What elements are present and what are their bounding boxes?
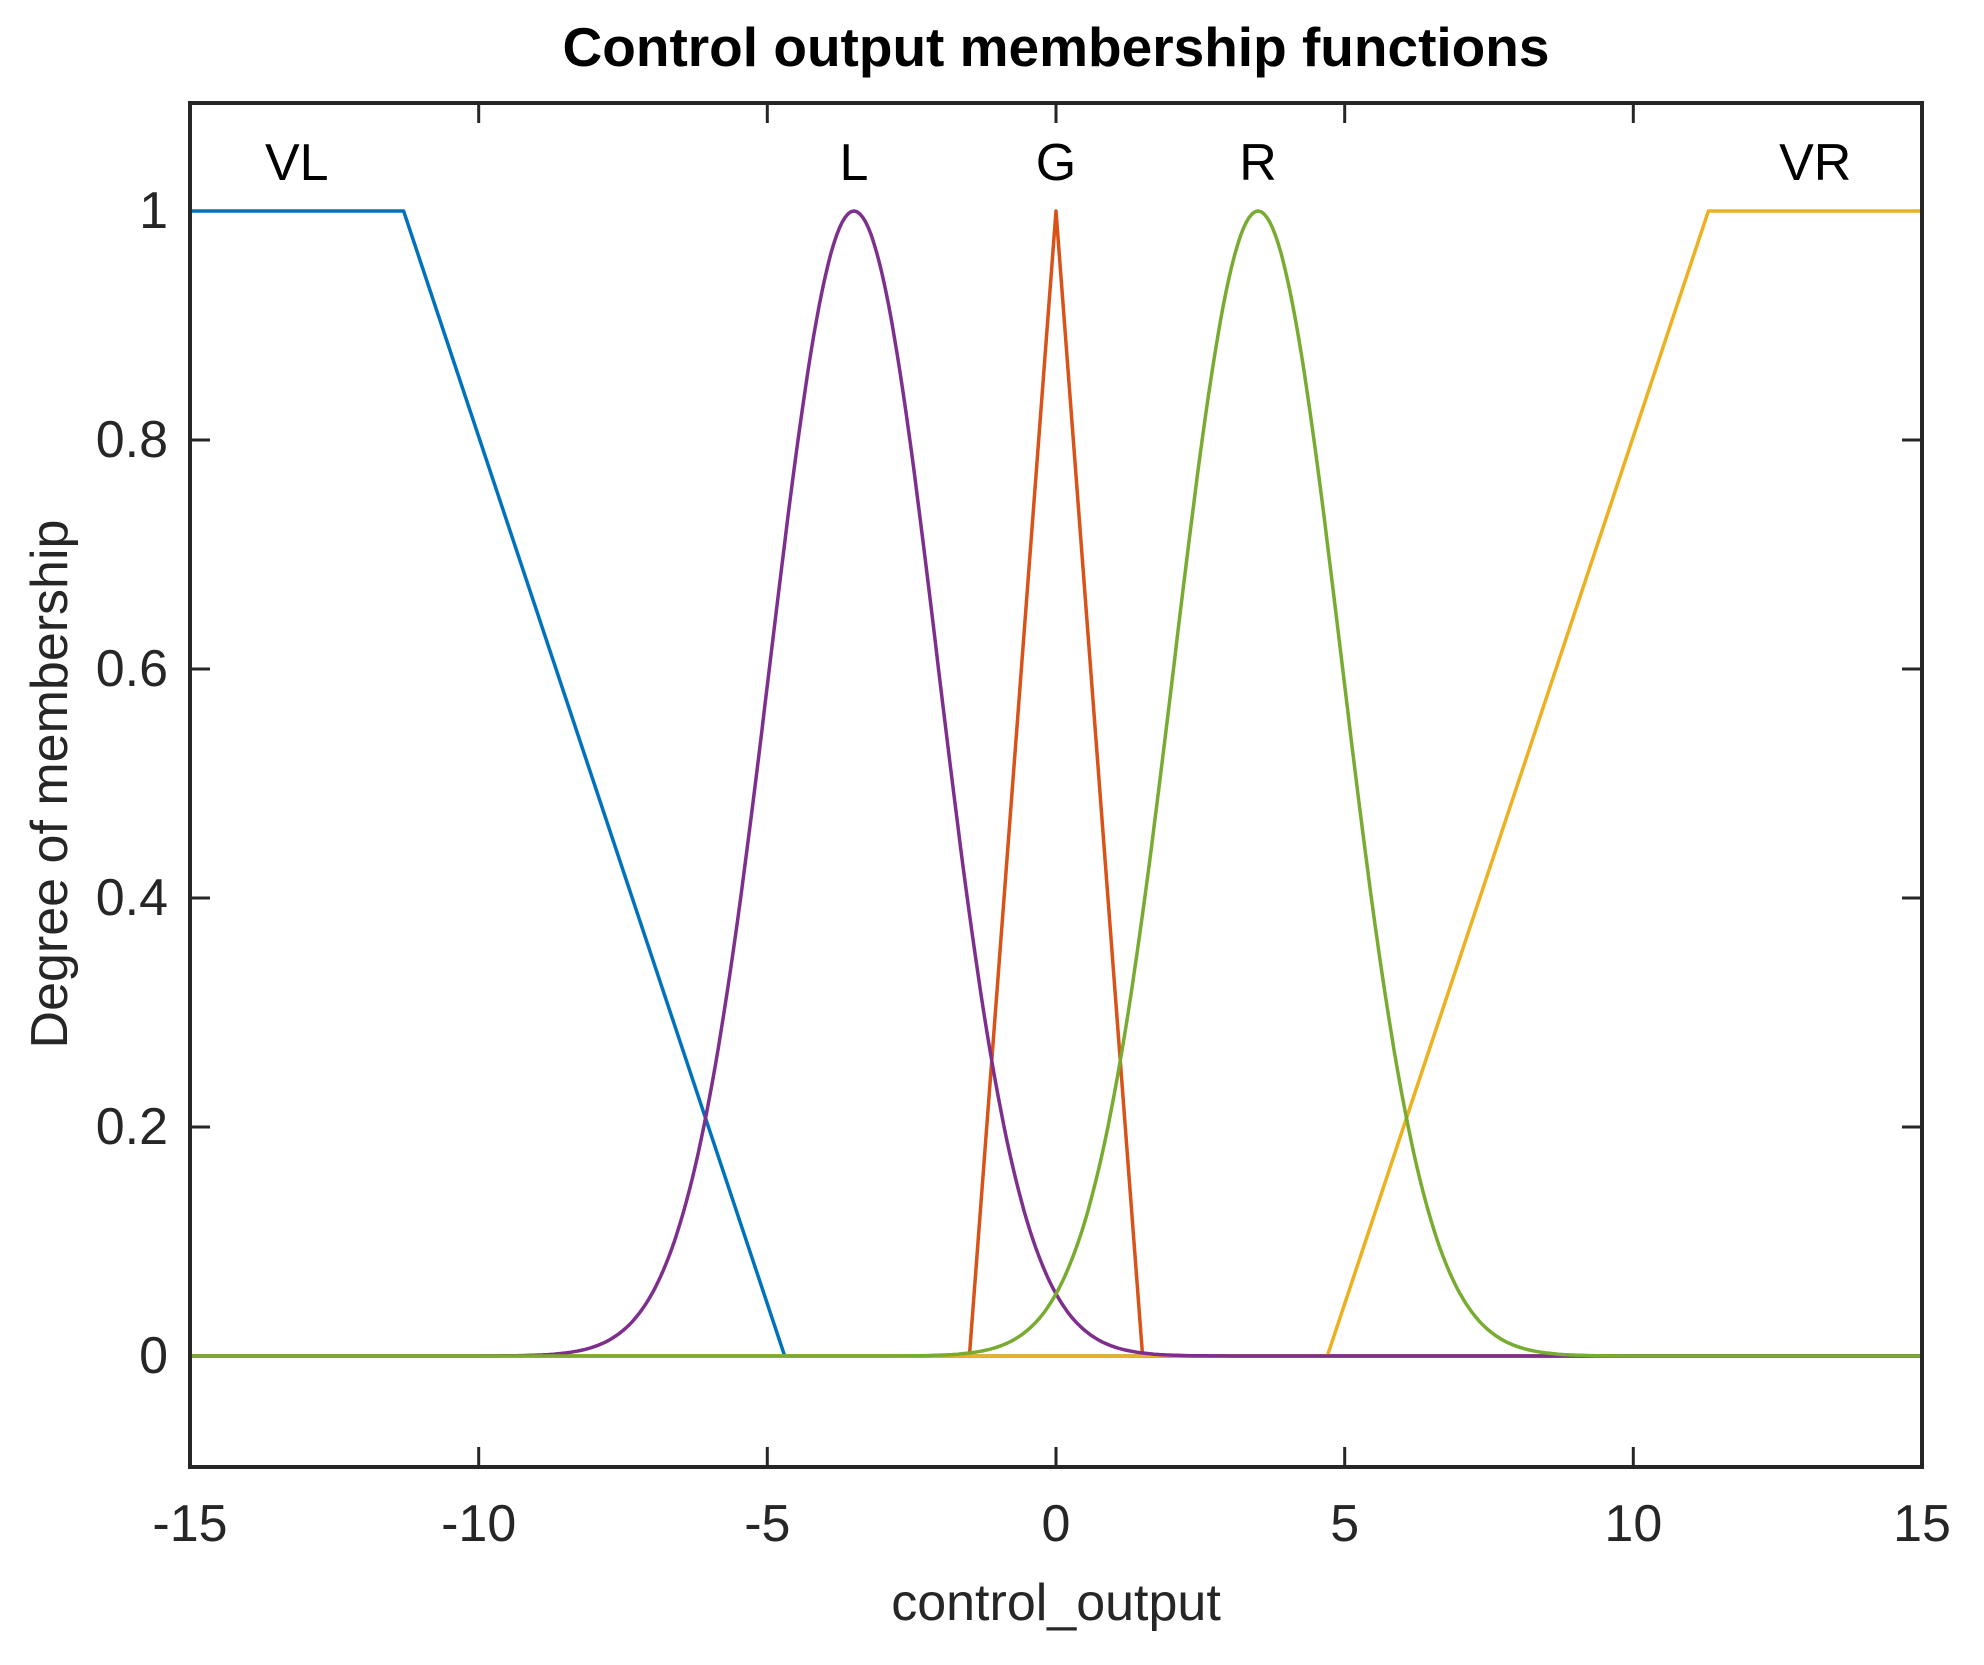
y-tick-label: 0.8: [95, 411, 168, 469]
mf-label-r: R: [1239, 134, 1277, 192]
y-tick-label: 0.6: [95, 640, 168, 698]
curve-g: [190, 209, 1922, 1358]
mf-label-l: L: [839, 134, 869, 192]
curve-r: [190, 209, 1922, 1358]
y-tick-label: 0: [139, 1327, 168, 1385]
chart-title: Control output membership functions: [562, 16, 1550, 78]
x-tick-label: -5: [744, 1495, 791, 1553]
x-tick-label: 0: [1041, 1495, 1071, 1553]
x-axis-label: control_output: [891, 1574, 1221, 1632]
curve-vl: [190, 209, 1922, 1358]
x-tick-label: -10: [441, 1495, 517, 1553]
x-tick-label: 15: [1893, 1495, 1951, 1553]
axes-box: [188, 101, 1924, 1469]
x-tick-label: 10: [1604, 1495, 1663, 1553]
y-tick-label: 0.4: [95, 869, 168, 927]
curve-l: [190, 209, 1922, 1358]
y-tick-label: 1: [139, 182, 168, 240]
mf-label-g: G: [1035, 134, 1077, 192]
curve-vr: [190, 209, 1922, 1358]
mf-label-vr: VR: [1779, 134, 1852, 192]
x-tick-label: 5: [1330, 1495, 1360, 1553]
mf-label-vl: VL: [264, 134, 329, 192]
y-tick-label: 0.2: [95, 1098, 168, 1156]
x-tick-label: -15: [152, 1495, 228, 1553]
y-axis-label: Degree of membership: [21, 519, 79, 1049]
